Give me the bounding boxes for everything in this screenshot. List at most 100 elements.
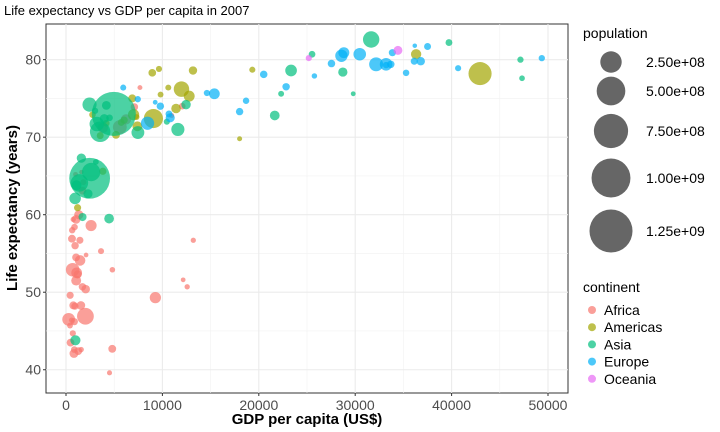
data-point-oceania [305, 55, 312, 62]
data-point-europe [455, 65, 462, 72]
y-tick-label: 70 [25, 129, 41, 145]
size-legend-key [596, 76, 626, 106]
chart-title: Life expectancy vs GDP per capita in 200… [4, 3, 249, 18]
data-point-africa [71, 267, 83, 279]
data-point-europe [140, 116, 155, 130]
x-tick-label: 40000 [432, 397, 471, 413]
data-point-europe [369, 57, 384, 72]
data-point-americas [157, 91, 164, 98]
data-point-asia [101, 101, 111, 110]
data-point-asia [92, 159, 99, 165]
data-point-africa [71, 302, 79, 310]
data-point-africa [66, 291, 74, 299]
data-point-europe [538, 54, 545, 62]
color-legend-label: Africa [604, 302, 640, 318]
data-point-europe [327, 59, 336, 68]
color-legend-key [588, 306, 596, 314]
data-point-africa [78, 283, 87, 291]
y-axis-title: Life expectancy (years) [4, 125, 21, 291]
data-point-africa [137, 85, 143, 91]
x-tick-label: 30000 [336, 397, 375, 413]
size-legend-label: 2.50e+08 [646, 54, 705, 70]
data-point-africa [71, 275, 82, 286]
color-legend-key [588, 374, 596, 383]
x-axis-title: GDP per capita (US$) [232, 411, 383, 428]
size-legend-label: 5.00e+08 [646, 83, 705, 99]
data-point-europe [235, 107, 244, 116]
data-point-asia [81, 162, 101, 182]
size-legend-label: 7.50e+08 [646, 123, 705, 139]
y-tick-label: 80 [25, 52, 41, 68]
data-point-asia [70, 335, 81, 346]
data-point-africa [71, 223, 78, 231]
data-point-americas [165, 84, 172, 91]
data-point-asia [278, 90, 285, 97]
x-tick-label: 20000 [239, 397, 278, 413]
data-point-europe [282, 83, 290, 91]
x-tick-label: 10000 [143, 397, 182, 413]
size-legend-label: 1.00e+09 [646, 170, 705, 186]
data-point-americas [155, 65, 163, 73]
legend: population 2.50e+08 5.00e+08 7.50e+08 1.00e… [583, 25, 705, 387]
data-point-africa [97, 248, 105, 255]
color-legend-label: Asia [604, 336, 631, 352]
data-point-africa [69, 330, 76, 337]
data-point-asia [76, 153, 86, 163]
color-legend-label: Europe [604, 354, 649, 370]
data-point-africa [85, 219, 97, 232]
data-point-europe [156, 102, 165, 110]
data-point-asia [445, 39, 453, 47]
y-tick-label: 50 [25, 284, 41, 300]
data-point-africa [77, 307, 94, 325]
data-point-asia [99, 114, 109, 124]
data-point-europe [120, 84, 127, 91]
data-point-europe [203, 89, 211, 97]
data-point-asia [338, 67, 348, 77]
data-point-europe [208, 88, 220, 100]
data-point-africa [149, 292, 161, 304]
data-point-asia [519, 75, 525, 82]
data-point-asia [181, 99, 191, 110]
data-point-asia [82, 97, 97, 112]
data-point-europe [353, 47, 367, 61]
size-legend-key [589, 209, 633, 253]
data-point-americas [74, 204, 82, 212]
data-point-africa [184, 284, 190, 290]
data-points [62, 31, 545, 376]
data-point-africa [71, 242, 79, 250]
size-legend-key [600, 51, 622, 73]
data-point-africa [180, 277, 186, 283]
size-legend-key [593, 113, 629, 149]
data-point-asia [171, 122, 185, 136]
color-legend-key [588, 357, 596, 366]
data-point-europe [379, 58, 393, 71]
data-point-asia [71, 180, 82, 191]
data-point-africa [106, 370, 113, 376]
x-tick-label: 0 [62, 397, 70, 413]
data-point-africa [76, 301, 86, 310]
data-point-europe [416, 56, 425, 66]
size-legend-key [591, 158, 631, 198]
data-point-europe [259, 70, 268, 79]
data-point-americas [468, 62, 492, 86]
color-legend-key [588, 323, 596, 332]
data-point-africa [71, 214, 81, 224]
data-point-europe [134, 96, 141, 103]
data-point-americas [171, 103, 181, 114]
data-point-americas [173, 81, 190, 97]
data-point-africa [68, 234, 76, 243]
y-tick-label: 40 [25, 362, 41, 378]
data-point-asia [362, 31, 380, 48]
data-point-africa [72, 253, 80, 262]
data-point-asia [83, 189, 93, 199]
data-point-europe [311, 73, 318, 79]
data-point-asia [517, 56, 524, 63]
color-legend-key [588, 340, 596, 349]
color-legend-label: Oceania [604, 371, 656, 387]
y-tick-label: 60 [25, 207, 41, 223]
data-point-asia [350, 91, 356, 97]
data-point-americas [237, 136, 243, 142]
data-point-oceania [393, 45, 403, 55]
